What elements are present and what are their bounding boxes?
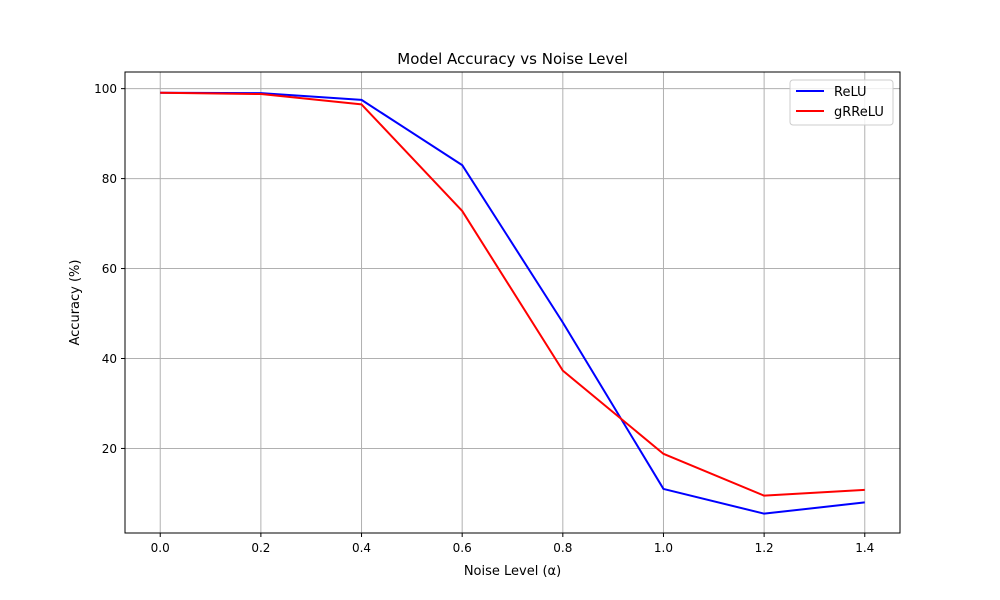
plot-area-frame — [124, 71, 901, 534]
y-tick-label: 40 — [102, 352, 117, 366]
y-axis-ticks: 20 40 60 80 100 — [94, 82, 125, 456]
y-tick-label: 60 — [102, 262, 117, 276]
y-tick-label: 80 — [102, 172, 117, 186]
legend: ReLU gRReLU — [789, 79, 894, 126]
chart-title: Model Accuracy vs Noise Level — [397, 50, 628, 68]
y-tick-label: 100 — [94, 82, 117, 96]
x-tick-label: 1.0 — [654, 541, 673, 555]
x-tick-label: 0.2 — [251, 541, 270, 555]
x-tick-label: 0.8 — [553, 541, 572, 555]
x-axis-ticks: 0.0 0.2 0.4 0.6 0.8 1.0 1.2 1.4 — [151, 533, 874, 555]
x-axis-label: Noise Level (α) — [464, 564, 561, 579]
x-tick-label: 0.4 — [352, 541, 371, 555]
y-tick-label: 20 — [102, 442, 117, 456]
y-axis-label: Accuracy (%) — [68, 260, 83, 346]
legend-label-relu: ReLU — [834, 85, 867, 100]
x-tick-label: 0.6 — [453, 541, 472, 555]
series-layer — [160, 91, 865, 515]
x-tick-label: 1.2 — [755, 541, 774, 555]
grid-layer — [125, 72, 900, 533]
series-line-grrelu — [160, 91, 865, 497]
series-line-relu — [160, 91, 865, 515]
x-tick-label: 0.0 — [151, 541, 170, 555]
legend-label-grrelu: gRReLU — [834, 105, 884, 120]
x-tick-label: 1.4 — [855, 541, 874, 555]
